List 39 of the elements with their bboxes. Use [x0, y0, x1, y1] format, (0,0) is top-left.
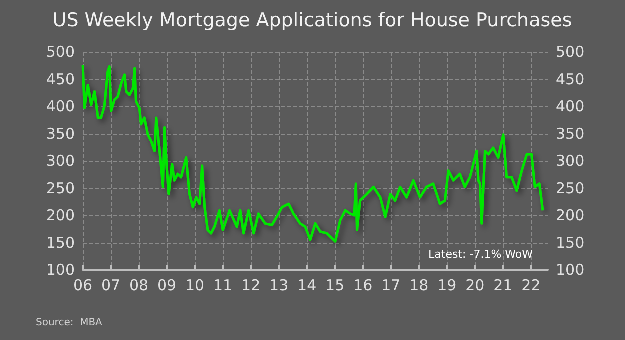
x-tick-label: 08 [129, 276, 149, 294]
x-tick-label: 18 [410, 276, 429, 294]
y2-tick-label: 350 [556, 124, 585, 143]
line-series [82, 64, 544, 243]
x-tick-label: 15 [326, 276, 345, 294]
y-tick-label: 250 [46, 179, 75, 198]
y2-tick-label: 400 [556, 98, 585, 116]
y2-tick-label: 200 [556, 206, 585, 224]
y-tick-label: 450 [46, 70, 75, 88]
x-tick-label: 22 [522, 276, 541, 294]
y-tick-label: 350 [46, 124, 75, 143]
x-tick-label: 12 [242, 276, 261, 294]
y-tick-label: 150 [46, 234, 75, 252]
x-tick-label: 07 [101, 276, 121, 294]
y2-tick-label: 150 [556, 234, 585, 252]
y-tick-label: 500 [46, 43, 75, 61]
y2-tick-label: 500 [556, 43, 585, 61]
y-tick-label: 200 [46, 206, 75, 224]
x-tick-label: 13 [270, 276, 289, 294]
y2-tick-label: 450 [556, 70, 585, 88]
y-tick-label: 300 [46, 152, 75, 170]
y2-tick-label: 250 [556, 179, 585, 198]
x-tick-label: 14 [298, 276, 317, 294]
x-tick-label: 19 [438, 276, 457, 294]
x-tick-label: 17 [382, 276, 401, 294]
source-note: Source: MBA [36, 318, 103, 328]
x-tick-label: 16 [354, 276, 373, 294]
x-tick-label: 11 [214, 276, 233, 294]
x-tick-label: 20 [466, 276, 485, 294]
x-tick-label: 10 [186, 276, 205, 294]
y2-tick-label: 100 [556, 261, 585, 279]
annotation: Latest: -7.1% WoW [428, 248, 534, 261]
y-tick-label: 100 [46, 261, 75, 279]
y2-tick-label: 300 [556, 152, 585, 170]
chart-title: US Weekly Mortgage Applications for House Purchases [52, 10, 572, 32]
x-tick-label: 09 [157, 276, 177, 294]
y-tick-label: 400 [46, 98, 75, 116]
x-tick-label: 06 [73, 276, 93, 294]
x-tick-label: 21 [494, 276, 513, 294]
